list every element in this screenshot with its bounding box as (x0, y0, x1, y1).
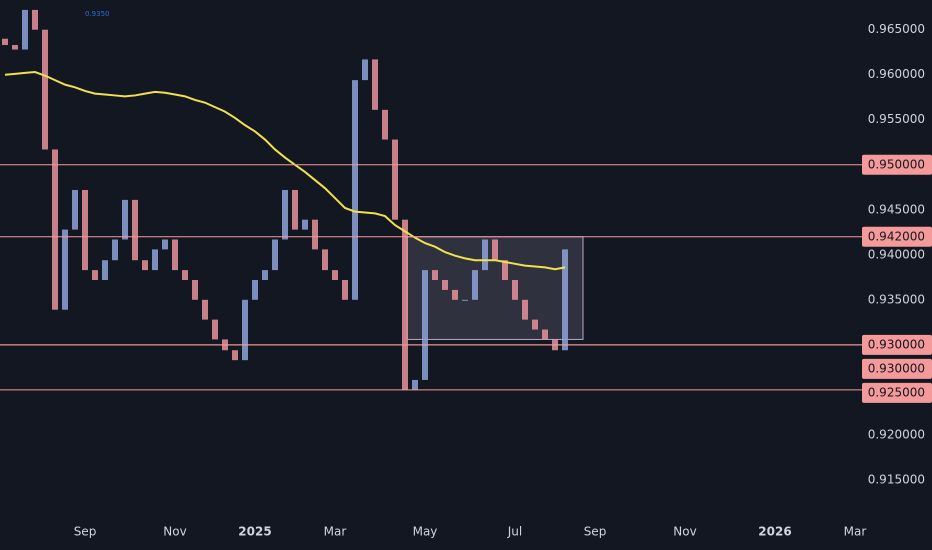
candle (252, 280, 258, 300)
candle (352, 80, 358, 300)
x-tick-label: 2025 (238, 525, 271, 539)
candle (462, 299, 468, 301)
x-tick-label: Sep (74, 525, 97, 539)
candle (402, 219, 408, 390)
x-tick-label: Mar (844, 525, 867, 539)
candle (512, 280, 518, 300)
y-tick-label: 0.940000 (868, 247, 925, 261)
candle (332, 270, 338, 281)
candle (292, 189, 298, 230)
candle (322, 249, 328, 271)
level-label-bg (862, 334, 932, 355)
level-label-bg (862, 154, 932, 175)
y-tick-label: 0.965000 (868, 22, 925, 36)
candle (232, 350, 238, 361)
x-tick-label: Mar (324, 525, 347, 539)
level-label: 0.930000 (868, 361, 925, 375)
candle (502, 260, 508, 281)
candle (132, 199, 138, 261)
x-tick-label: Nov (673, 525, 696, 539)
level-label: 0.942000 (868, 229, 925, 243)
candle (522, 299, 528, 320)
candle (242, 299, 248, 361)
y-tick-label: 0.935000 (868, 292, 925, 306)
candle (382, 109, 388, 140)
candle (302, 219, 308, 230)
candle (482, 239, 488, 271)
x-tick-label: Nov (163, 525, 186, 539)
candle (92, 270, 98, 281)
level-label: 0.950000 (868, 157, 925, 171)
level-label-bg (862, 382, 932, 403)
level-label: 0.925000 (868, 385, 925, 399)
candle (362, 59, 368, 81)
candle (202, 299, 208, 320)
x-tick-label: Jul (507, 525, 522, 539)
candle (32, 9, 38, 30)
candle (192, 280, 198, 300)
candle (392, 139, 398, 220)
candle (542, 329, 548, 340)
candle (432, 270, 438, 281)
candle (122, 199, 128, 240)
candle (412, 379, 418, 390)
candle (102, 260, 108, 281)
candle (272, 239, 278, 271)
candle (72, 189, 78, 230)
x-tick-label: 2026 (758, 525, 791, 539)
candle (62, 229, 68, 310)
candle (282, 189, 288, 240)
candle (162, 239, 168, 250)
candle (372, 59, 378, 110)
candle (52, 149, 58, 310)
candle (212, 319, 218, 340)
level-label-bg (862, 358, 932, 379)
level-label-bg (862, 226, 932, 247)
candle (532, 319, 538, 330)
candle (562, 249, 568, 351)
candle (42, 29, 48, 150)
candle (152, 249, 158, 271)
y-tick-label: 0.960000 (868, 67, 925, 81)
candle (442, 280, 448, 290)
candle (112, 239, 118, 261)
candle (12, 45, 18, 50)
candle (452, 289, 458, 300)
annotation: 0.9350 (85, 10, 110, 18)
candle (262, 270, 268, 281)
level-label: 0.930000 (868, 337, 925, 351)
y-tick-label: 0.920000 (868, 427, 925, 441)
candle (312, 219, 318, 250)
y-tick-label: 0.915000 (868, 472, 925, 486)
y-tick-label: 0.945000 (868, 202, 925, 216)
candle (2, 38, 8, 46)
moving-average (4, 71, 566, 271)
x-tick-label: May (413, 525, 438, 539)
candle (172, 239, 178, 271)
candle (472, 270, 478, 300)
y-tick-label: 0.955000 (868, 112, 925, 126)
candle (82, 189, 88, 271)
candle (492, 239, 498, 261)
candle (182, 270, 188, 281)
candle (22, 9, 28, 50)
x-tick-label: Sep (584, 525, 607, 539)
candle (342, 280, 348, 300)
candle (142, 260, 148, 271)
candle (422, 270, 428, 380)
